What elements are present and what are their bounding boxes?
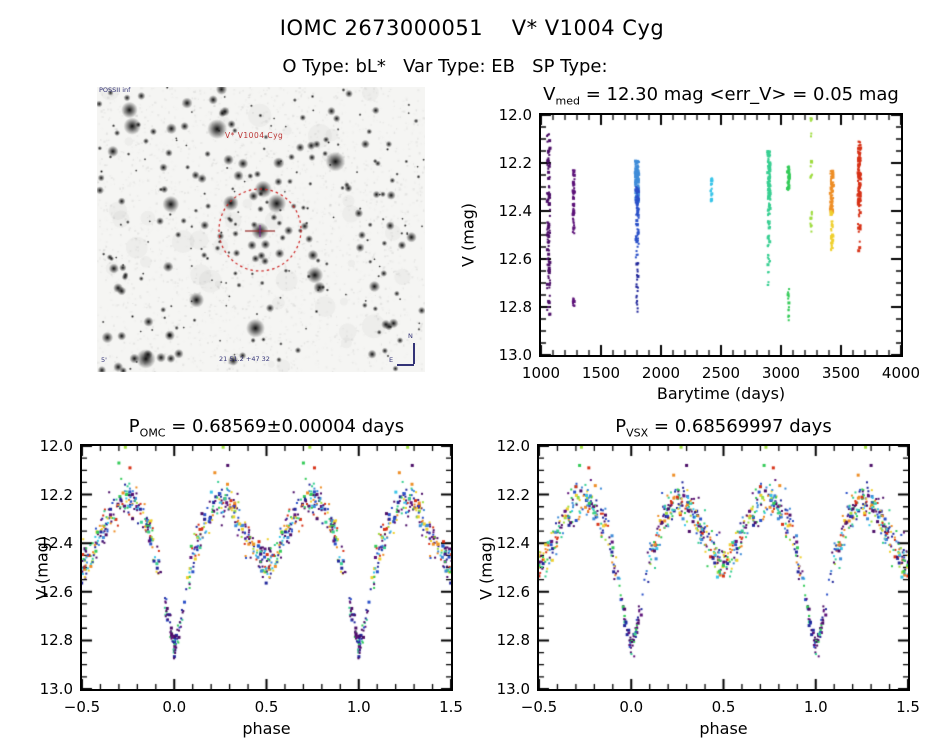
x-tick-label: −0.5 (520, 698, 558, 716)
scatter-canvas-phase_omc (82, 446, 451, 689)
plot-title-rest: = 0.68569±0.00004 days (165, 416, 405, 437)
plot-title-barytime: Vmed = 12.30 mag <err_V> = 0.05 mag (539, 84, 903, 108)
y-axis-label-barytime: V (mag) (458, 202, 478, 268)
y-tick-label: 12.4 (498, 202, 532, 220)
scatter-canvas-barytime (541, 115, 901, 355)
x-tick-label: 0.0 (162, 698, 187, 716)
x-tick-label: 4000 (881, 364, 921, 382)
y-tick-label: 12.0 (496, 437, 530, 455)
y-tick-label: 12.2 (498, 154, 532, 172)
y-tick-label: 12.8 (39, 631, 73, 650)
x-tick-label: 1000 (521, 364, 561, 382)
x-tick-label: −0.5 (63, 698, 101, 716)
y-tick-label: 12.2 (496, 485, 530, 504)
y-tick-label: 12.8 (496, 631, 530, 650)
compass-north-line (413, 343, 415, 364)
compass-north-label: N (408, 332, 413, 340)
plot-title-sub: OMC (139, 426, 166, 440)
x-axis-label-phase_omc: phase (242, 719, 291, 738)
y-tick-label: 13.0 (496, 680, 530, 698)
x-tick-label: 3000 (761, 364, 801, 382)
plot-title-rest: = 0.68569997 days (648, 416, 832, 437)
plot-title-main: P (615, 416, 627, 437)
scale-label: 5' (101, 356, 107, 364)
plot-title-phase_omc: POMC = 0.68569±0.00004 days (80, 416, 453, 440)
y-tick-label: 13.0 (498, 346, 532, 364)
y-tick-label: 12.4 (496, 534, 530, 553)
x-tick-label: 1.0 (346, 698, 371, 716)
x-tick-label: 3500 (821, 364, 861, 382)
plot-title-main: V (543, 84, 556, 105)
page-title: IOMC 2673000051 V* V1004 Cyg (279, 16, 665, 40)
compass-east-line (397, 364, 414, 366)
y-tick-label: 12.0 (39, 437, 73, 455)
plot-title-rest: = 12.30 mag <err_V> = 0.05 mag (579, 84, 899, 105)
y-tick-label: 12.6 (496, 582, 530, 601)
x-tick-label: 0.0 (619, 698, 644, 716)
survey-label: POSSII inf (99, 86, 131, 94)
y-axis-label-phase_omc: V (mag) (32, 535, 52, 600)
plot-title-main: P (128, 416, 140, 437)
page-subtitle: O Type: bL* Var Type: EB SP Type: (282, 56, 608, 77)
x-tick-label: 1500 (581, 364, 621, 382)
y-tick-label: 13.0 (39, 680, 73, 698)
plot-title-phase_vsx: PVSX = 0.68569997 days (537, 416, 910, 440)
y-tick-label: 12.6 (498, 250, 532, 268)
y-tick-label: 12.4 (39, 534, 73, 553)
scatter-canvas-phase_vsx (539, 446, 908, 689)
compass-east-label: E (389, 356, 394, 364)
starfield-image (97, 87, 425, 372)
x-tick-label: 2000 (641, 364, 681, 382)
finder-chart: POSSII inf V* V1004 Cyg 21 51.2 +47 32 5… (97, 87, 425, 372)
y-tick-label: 12.6 (39, 582, 73, 601)
y-tick-label: 12.0 (498, 106, 532, 124)
plot-title-sub: VSX (626, 426, 649, 440)
x-tick-label: 1.0 (803, 698, 828, 716)
x-axis-label-phase_vsx: phase (699, 719, 748, 738)
x-tick-label: 1.5 (439, 698, 463, 716)
y-tick-label: 12.2 (39, 485, 73, 504)
y-axis-label-phase_vsx: V (mag) (476, 535, 496, 600)
plot-frame-phase_vsx (537, 444, 910, 691)
x-tick-label: 1.5 (896, 698, 920, 716)
x-tick-label: 0.5 (711, 698, 736, 716)
plot-frame-barytime (539, 113, 903, 357)
x-axis-label-barytime: Barytime (days) (656, 384, 786, 403)
coords-label: 21 51.2 +47 32 (219, 355, 270, 363)
x-tick-label: 0.5 (254, 698, 279, 716)
target-label: V* V1004 Cyg (225, 131, 284, 140)
plot-title-sub: med (555, 94, 580, 108)
plot-frame-phase_omc (80, 444, 453, 691)
y-tick-label: 12.8 (498, 298, 532, 316)
x-tick-label: 2500 (701, 364, 741, 382)
